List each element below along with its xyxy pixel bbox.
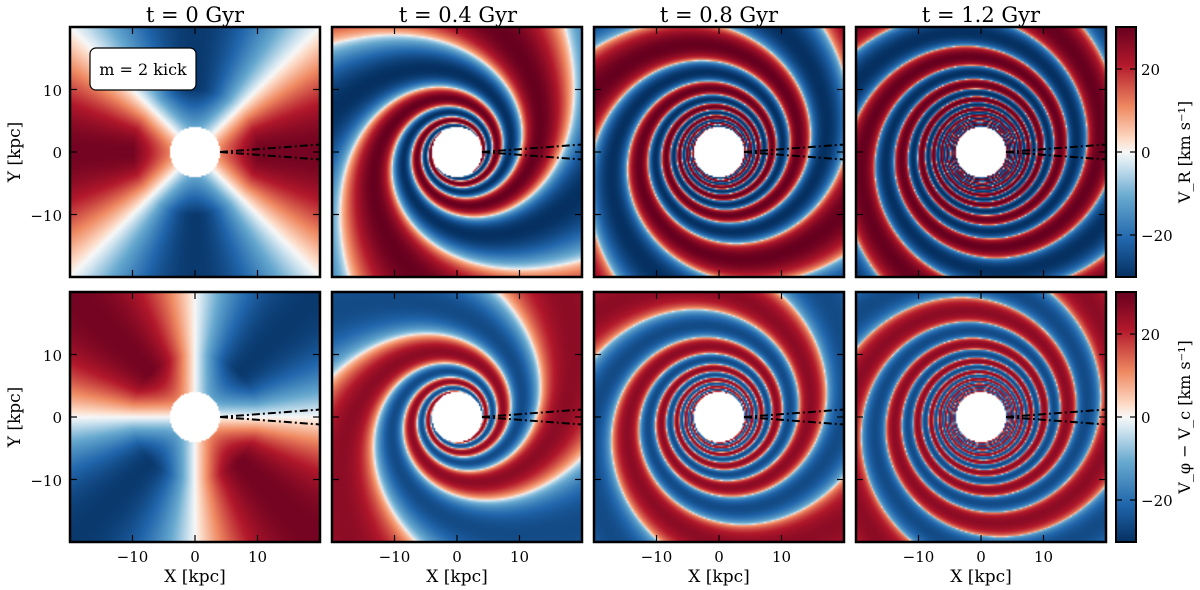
x-axis-label: X [kpc] [950,567,1011,587]
wedge-line [743,408,845,418]
x-tick-label: 0 [452,548,462,566]
panel-vphi-t0 [70,292,320,542]
panel-title-2: t = 0.8 Gyr [660,3,779,27]
panel-vr-t0.4 [332,27,582,277]
colorbar-label-vr: V_R [km s⁻¹] [1175,101,1194,204]
x-tick-label: −10 [117,548,149,566]
x-tick-label: −10 [641,548,673,566]
panel-vphi-t0.4 [332,292,582,542]
y-tick-label: −10 [30,472,62,490]
y-tick-label: 0 [52,409,62,427]
x-tick-label: 0 [976,548,986,566]
colorbar-tick-label: −20 [1141,492,1173,510]
panel-vr-t1.2 [856,27,1106,277]
panel-title-1: t = 0.4 Gyr [399,3,518,27]
wedge-line [219,416,321,426]
colorbar-tick-label: 20 [1141,61,1160,79]
colorbar-tick-label: −20 [1141,227,1173,245]
wedge-line [219,151,321,161]
x-tick-label: 10 [510,548,529,566]
colorbar-label-vphi: V_φ − V_c [km s⁻¹] [1175,340,1194,494]
tick-marks [70,27,1106,542]
wedge-line [743,416,845,426]
wedge-line [481,151,583,161]
x-tick-label: 10 [772,548,791,566]
wedge-line [1005,408,1107,418]
x-axis-label: X [kpc] [164,567,225,587]
x-tick-label: 0 [714,548,724,566]
y-tick-label: 10 [43,82,62,100]
colorbar-tick-label: 0 [1141,144,1151,162]
x-tick-label: −10 [379,548,411,566]
wedge-line [481,143,583,153]
wedge-line [481,416,583,426]
colorbar-tick-label: 20 [1141,326,1160,344]
wedge-line [1005,151,1107,161]
wedge-lines [219,143,1107,426]
wedge-line [219,408,321,418]
y-tick-label: −10 [30,207,62,225]
x-axis-label: X [kpc] [688,567,749,587]
wedge-line [743,151,845,161]
x-tick-label: 0 [190,548,200,566]
annotation-text: m = 2 kick [99,60,187,79]
colorbar-tick-label: 0 [1141,409,1151,427]
x-tick-label: 10 [1034,548,1053,566]
annotation-box [89,47,197,91]
wedge-line [219,143,321,153]
y-tick-label: 10 [43,347,62,365]
x-tick-label: 10 [248,548,267,566]
x-axis-label: X [kpc] [426,567,487,587]
y-axis-label: Y [kpc] [5,387,25,449]
wedge-line [481,408,583,418]
panel-title-0: t = 0 Gyr [146,3,245,27]
x-tick-label: −10 [903,548,935,566]
panel-title-3: t = 1.2 Gyr [922,3,1041,27]
panel-vr-t0.8 [594,27,844,277]
y-axis-label: Y [kpc] [5,122,25,184]
y-tick-label: 0 [52,144,62,162]
panel-vphi-t0.8 [594,292,844,542]
wedge-line [1005,143,1107,153]
wedge-line [743,143,845,153]
panel-vphi-t1.2 [856,292,1106,542]
wedge-line [1005,416,1107,426]
